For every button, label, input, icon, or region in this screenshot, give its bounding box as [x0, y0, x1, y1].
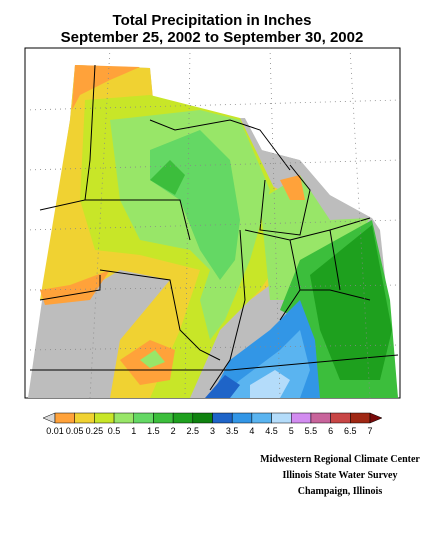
legend-label: 0.05: [66, 426, 84, 436]
title: Total Precipitation in Inches: [113, 12, 312, 29]
legend-swatch: [271, 412, 292, 424]
legend-label: 0.5: [108, 426, 121, 436]
legend-label: 0.01: [46, 426, 64, 436]
legend-swatch: [133, 412, 154, 424]
legend-swatch: [192, 412, 213, 424]
legend-swatch: [54, 412, 75, 424]
credit: Champaign, Illinois: [298, 486, 383, 497]
legend-swatch: [330, 412, 351, 424]
legend-label: 2: [171, 426, 176, 436]
legend-arrow: [42, 412, 56, 424]
legend-label: 5.5: [305, 426, 318, 436]
legend-label: 4: [249, 426, 254, 436]
legend-swatch: [350, 412, 371, 424]
legend-arrow: [369, 412, 383, 424]
legend-label: 6.5: [344, 426, 357, 436]
legend-swatch: [291, 412, 312, 424]
credit: Illinois State Water Survey: [283, 470, 398, 481]
legend-swatch: [74, 412, 95, 424]
credit: Midwestern Regional Climate Center: [260, 454, 420, 465]
legend-swatch: [310, 412, 331, 424]
legend-label: 1.5: [147, 426, 160, 436]
legend-label: 3: [210, 426, 215, 436]
legend-swatch: [113, 412, 134, 424]
map: [24, 47, 401, 399]
legend-swatch: [172, 412, 194, 424]
legend-label: 2.5: [187, 426, 200, 436]
legend-swatch: [212, 412, 233, 424]
legend-swatch: [94, 412, 115, 424]
legend-label: 4.5: [265, 426, 278, 436]
legend-label: 7: [367, 426, 372, 436]
legend: 0.01 0.05 0.25 0.5 1 1.5 2 2.5 3 3.5 4 4.5 5 5.5 6 6.5 7: [42, 412, 383, 436]
legend-label: 6: [328, 426, 333, 436]
legend-swatch: [251, 412, 272, 424]
legend-swatch: [153, 412, 174, 424]
legend-label: 3.5: [226, 426, 239, 436]
legend-swatch: [231, 412, 253, 424]
legend-label: 5: [289, 426, 294, 436]
legend-label: 0.25: [86, 426, 104, 436]
subtitle: September 25, 2002 to September 30, 2002: [61, 29, 364, 46]
legend-label: 1: [131, 426, 136, 436]
